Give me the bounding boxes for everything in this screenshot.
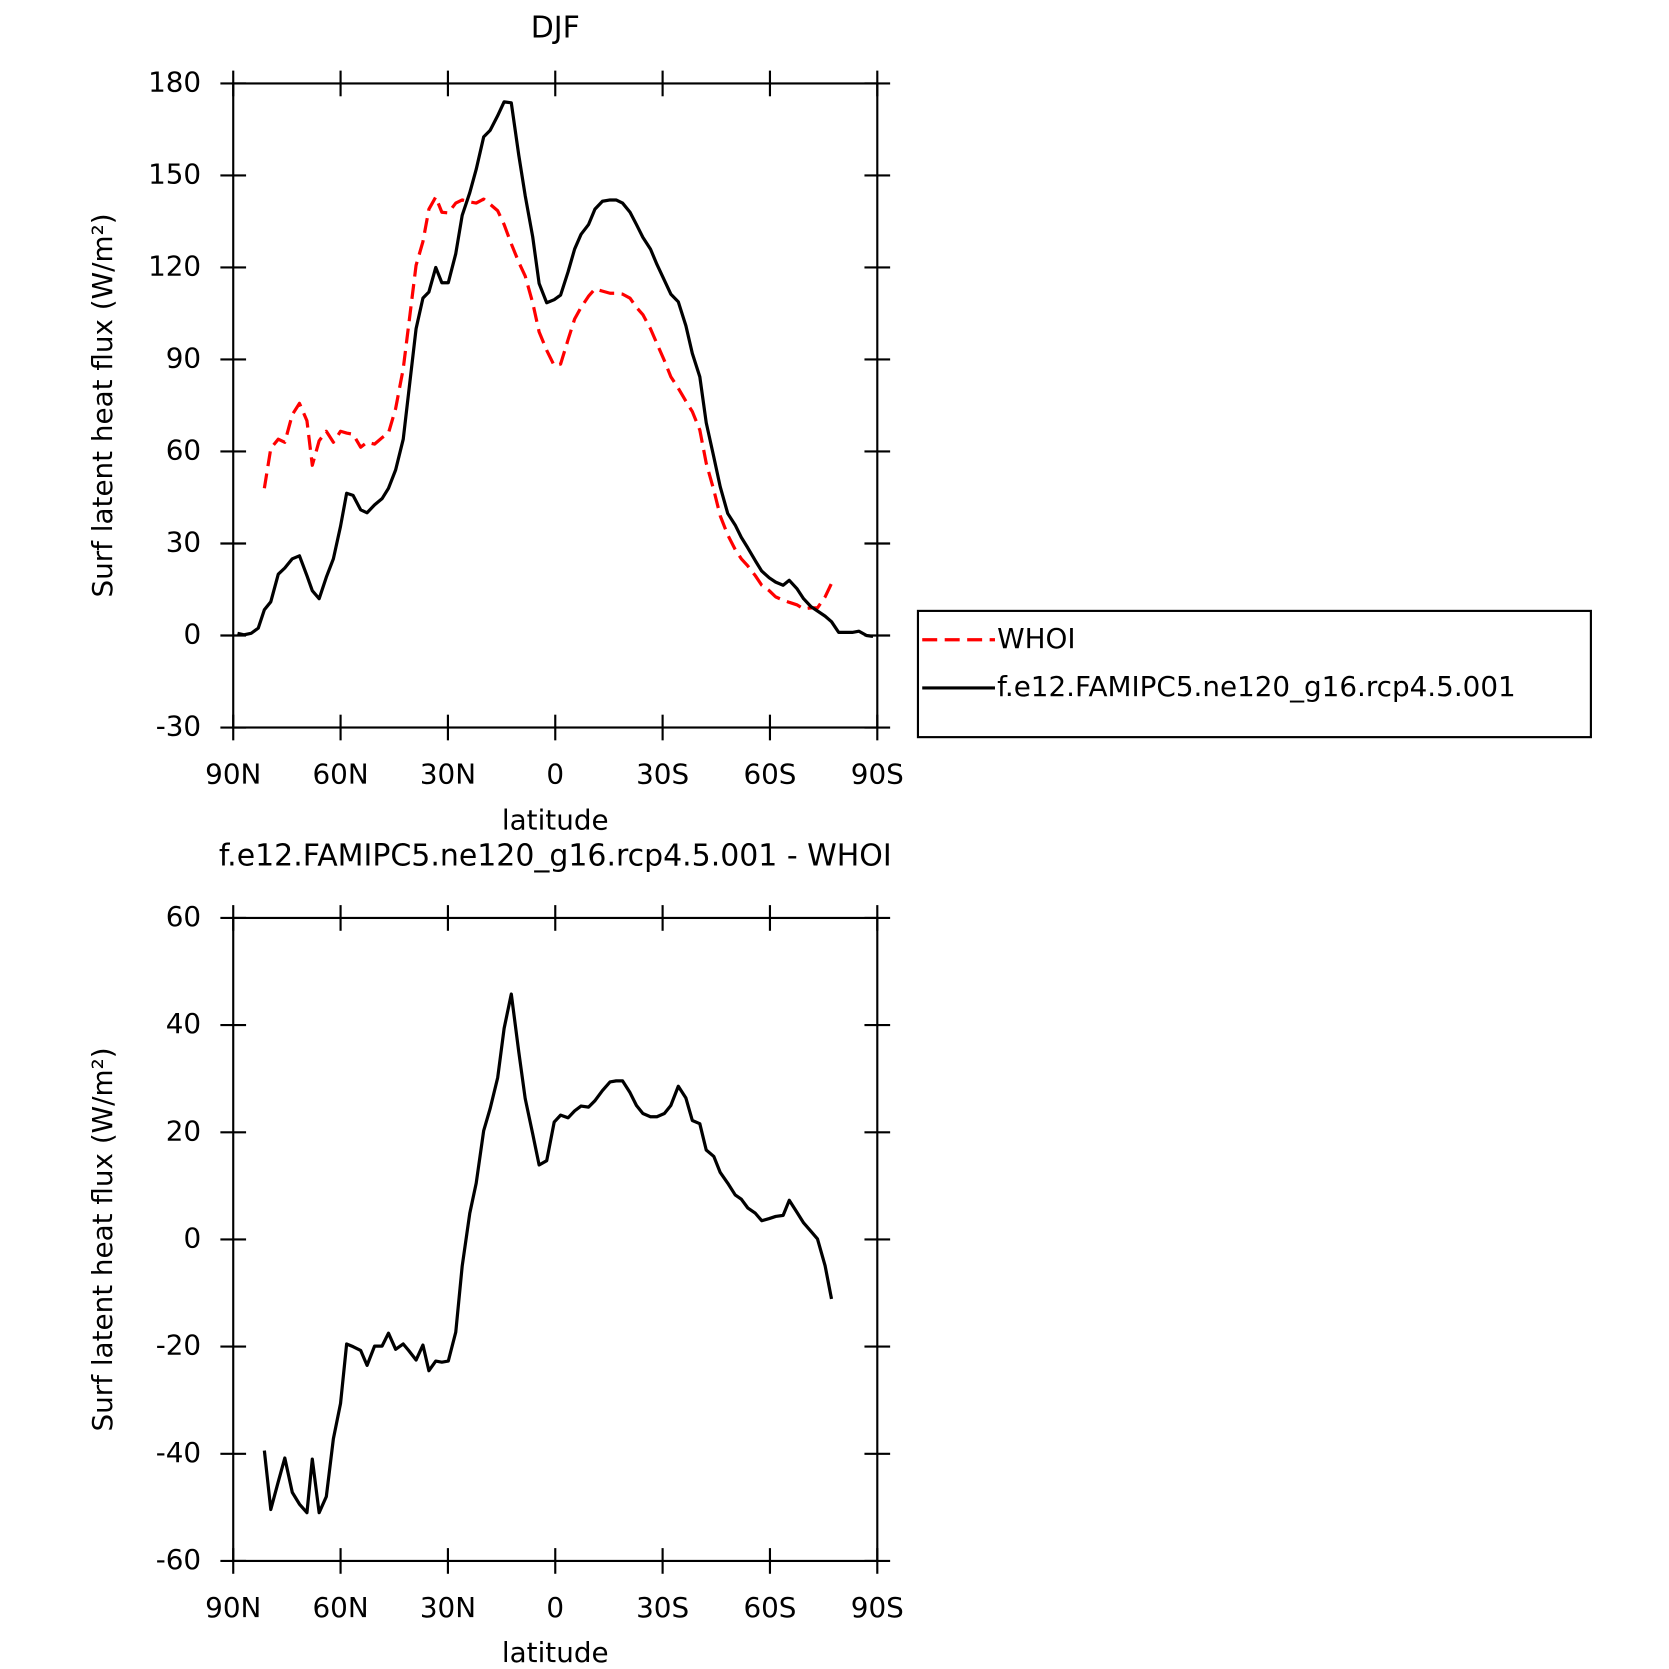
legend-label: f.e12.FAMIPC5.ne120_g16.rcp4.5.001	[997, 670, 1516, 703]
x-tick-label: 90N	[205, 758, 261, 791]
x-tick-label: 0	[546, 1591, 564, 1624]
y-tick-label: -20	[156, 1329, 201, 1362]
y-tick-label: 120	[148, 249, 201, 282]
y-tick-label: -30	[156, 710, 201, 743]
y-tick-label: 20	[166, 1114, 201, 1147]
x-tick-label: 30S	[636, 1591, 689, 1624]
y-tick-label: 40	[166, 1007, 201, 1040]
series-line	[262, 195, 833, 611]
x-tick-label: 30S	[636, 758, 689, 791]
plot-frame	[232, 82, 879, 729]
y-tick-label: 60	[166, 433, 201, 466]
chart-title: DJF	[531, 10, 580, 45]
y-tick-label: 90	[166, 341, 201, 374]
y-axis-label: Surf latent heat flux (W/m²)	[86, 1047, 119, 1431]
x-tick-label: 60N	[312, 758, 368, 791]
x-tick-label: 60S	[743, 758, 796, 791]
series-line	[262, 992, 834, 1515]
y-tick-label: 180	[148, 65, 201, 98]
chart-title: f.e12.FAMIPC5.ne120_g16.rcp4.5.001 - WHO…	[219, 838, 892, 873]
x-tick-label: 90S	[851, 1591, 904, 1624]
legend-label: WHOI	[997, 622, 1075, 655]
x-tick-label: 30N	[420, 1591, 476, 1624]
y-tick-label: 0	[183, 1221, 201, 1254]
x-axis-label: latitude	[502, 1636, 609, 1669]
x-tick-label: 0	[546, 758, 564, 791]
y-tick-label: 150	[148, 157, 201, 190]
y-tick-label: 60	[166, 900, 201, 933]
x-tick-label: 90N	[205, 1591, 261, 1624]
x-tick-label: 90S	[851, 758, 904, 791]
y-tick-label: 0	[183, 618, 201, 651]
y-tick-label: -40	[156, 1436, 201, 1469]
y-axis-label: Surf latent heat flux (W/m²)	[86, 213, 119, 597]
legend-box	[916, 609, 1592, 739]
y-tick-label: -60	[156, 1543, 201, 1576]
x-tick-label: 60N	[312, 1591, 368, 1624]
y-tick-label: 30	[166, 525, 201, 558]
x-tick-label: 30N	[420, 758, 476, 791]
x-tick-label: 60S	[743, 1591, 796, 1624]
x-axis-label: latitude	[502, 804, 609, 837]
series-line	[237, 100, 874, 639]
